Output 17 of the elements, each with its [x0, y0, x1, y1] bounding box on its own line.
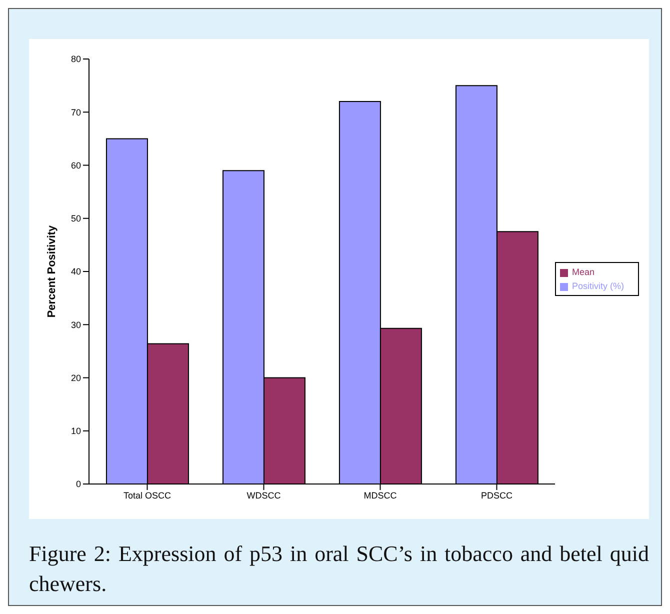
y-tick-label: 20 [70, 372, 81, 383]
caption: Figure 2: Expression of p53 in oral SCC’s in tobacco and betel quid chewers. [29, 540, 649, 598]
y-tick-label: 40 [70, 266, 81, 277]
y-axis-title: Percent Positivity [46, 224, 58, 318]
y-tick-label: 30 [70, 320, 81, 330]
y-tick-label: 70 [70, 107, 81, 118]
x-tick-label: Total OSCC [123, 490, 172, 500]
y-tick-label: 80 [70, 54, 81, 64]
legend-label: Positivity (%) [572, 281, 624, 291]
x-tick-label: PDSCC [480, 490, 513, 500]
x-tick-label: MDSCC [364, 490, 398, 500]
y-tick-label: 60 [70, 160, 81, 170]
y-tick-label: 0 [76, 479, 81, 490]
y-tick-label: 10 [70, 426, 81, 436]
legend-label: Mean [572, 267, 594, 277]
x-tick-label: WDSCC [246, 490, 282, 500]
y-tick-label: 50 [70, 214, 81, 224]
